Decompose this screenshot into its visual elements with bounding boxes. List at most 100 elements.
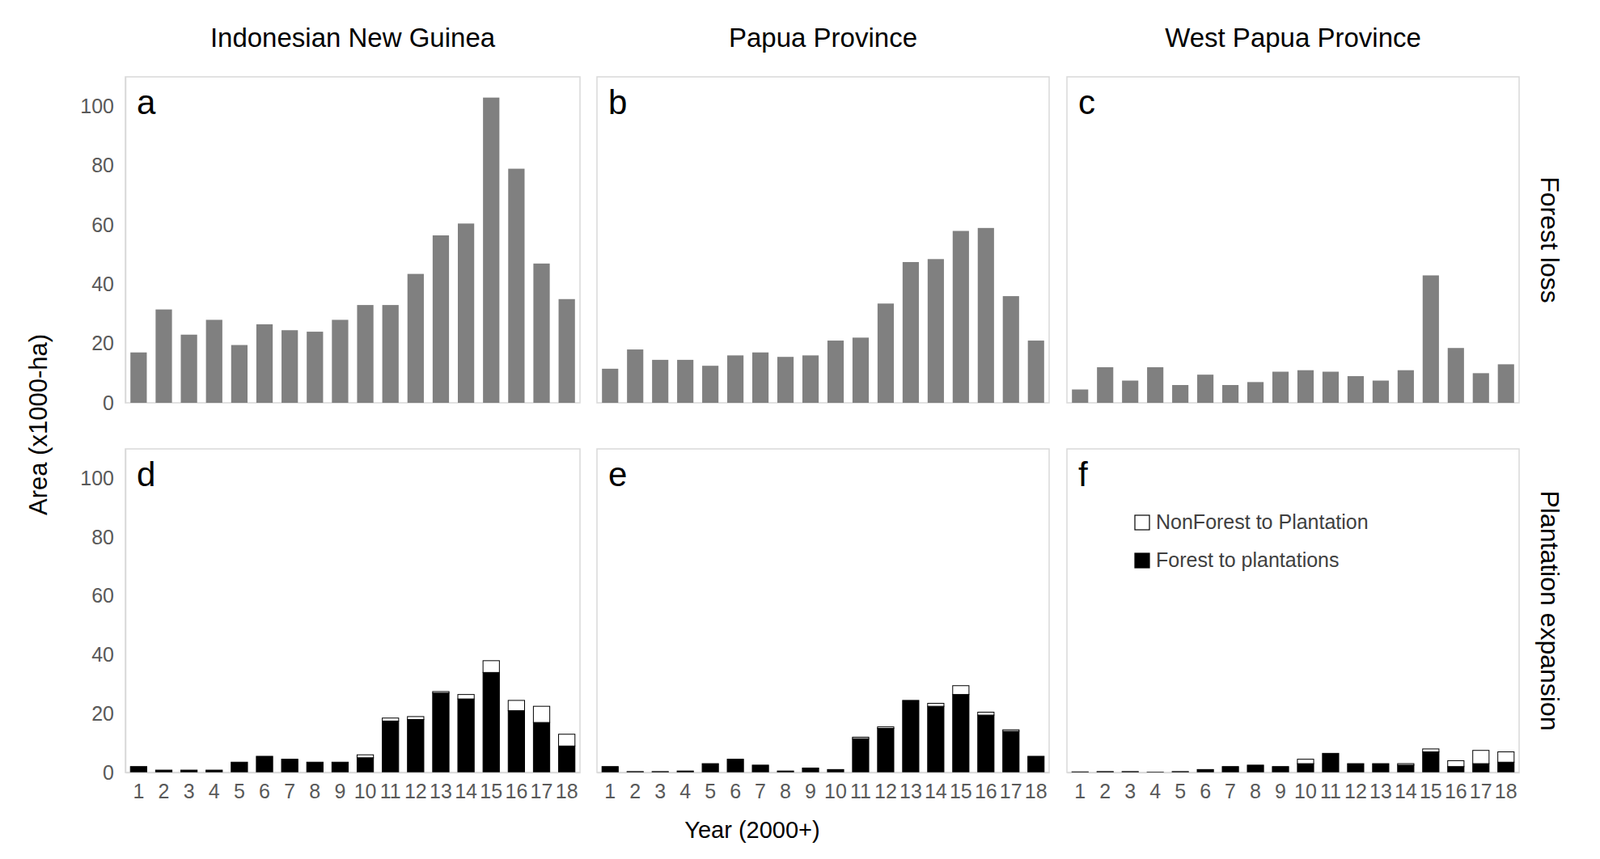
x-tick-label: 7 [754,779,767,803]
bar [977,228,995,403]
x-tick: 3 [654,772,666,803]
bar [1297,370,1314,403]
bar-segment [130,766,147,773]
x-tick: 11 [850,772,872,803]
bar-segment [902,700,919,773]
x-tick: 1 [132,772,144,803]
x-tick: 2 [629,772,641,803]
bar [1473,372,1490,403]
row-label: Forest loss [1535,176,1565,303]
x-tick: 4 [208,772,221,803]
x-tick-label: 18 [1494,779,1518,803]
bar-segment [852,738,869,773]
x-tick-label: 14 [1394,779,1418,803]
bar [877,303,894,403]
x-tick-label: 5 [1174,779,1186,803]
x-axis: 123456789101112131415161718 [1067,772,1520,803]
bar-segment [1003,729,1020,732]
bar-segment [1272,766,1289,767]
x-tick: 5 [704,772,716,803]
x-tick-label: 14 [454,779,478,803]
x-tick-label: 8 [1249,779,1262,803]
x-tick: 18 [1024,772,1048,803]
panel-label: d [136,455,156,494]
y-tick-label: 0 [102,391,115,415]
bar-segment [1498,761,1515,773]
x-tick: 9 [804,772,817,803]
y-tick: 100 [80,466,126,490]
bar-segment [1121,770,1139,772]
x-tick-label: 17 [1469,779,1493,803]
x-tick-label: 14 [924,779,948,803]
bar [281,330,298,403]
x-tick: 6 [258,772,271,803]
y-tick-label: 60 [91,584,115,607]
bar [1347,376,1364,403]
x-tick-label: 17 [999,779,1023,803]
bar [432,235,449,403]
bar [130,352,147,403]
bar-segment [677,770,694,772]
bars [1071,749,1515,773]
legend: NonForest to PlantationForest to plantat… [1134,510,1369,572]
y-axis: 020406080100 [80,449,126,784]
bar-segment [877,727,894,729]
bar-segment [827,769,844,773]
bar-segment [1322,753,1339,754]
x-tick: 12 [404,772,428,803]
bar [507,169,525,403]
x-tick-label: 6 [1199,779,1211,803]
bars [601,685,1045,773]
x-axis-line [126,772,581,775]
x-tick: 8 [308,772,321,803]
bar-segment [677,770,694,773]
bar-segment [331,761,348,773]
x-tick-label: 15 [949,779,973,803]
y-axis-title: Area (x1000-ha) [24,334,53,516]
bar-segment [256,756,273,773]
bar-segment [1222,766,1239,767]
y-axis-line [125,449,127,774]
x-tick-label: 2 [1099,779,1111,803]
x-tick: 3 [1124,772,1136,803]
bar-segment [432,691,449,694]
bar-segment [977,715,995,773]
bar-segment [533,722,550,773]
x-tick-label: 4 [1149,779,1161,803]
bar-segment [702,763,719,765]
legend-label: NonForest to Plantation [1155,510,1369,534]
bar [952,231,970,403]
x-tick-label: 10 [1294,779,1317,803]
bar [651,359,669,403]
x-tick: 2 [1099,772,1111,803]
panel-label: b [608,83,627,122]
bar [626,349,644,403]
x-tick: 1 [604,772,616,803]
bar [1272,372,1289,403]
bar-segment [432,693,449,773]
x-tick-label: 16 [504,779,528,803]
row-label: Plantation expansion [1535,490,1565,731]
x-tick-label: 6 [729,779,741,803]
bar [1071,389,1088,403]
bars [130,97,576,403]
bar [1447,347,1465,403]
y-tick: 20 [91,702,126,725]
x-tick: 15 [479,772,503,803]
bar-segment [407,716,424,720]
x-tick-label: 11 [380,779,402,803]
bar-segment [231,761,248,773]
bar [752,352,769,403]
bar-segment [1422,749,1440,753]
bar [356,304,373,403]
bar [677,359,694,403]
x-axis-line [597,772,1050,775]
x-tick: 17 [999,772,1023,803]
x-tick-label: 10 [824,779,847,803]
bar-segment [752,764,769,766]
panel: 123456789101112131415161718e [596,448,1050,803]
y-tick-label: 80 [91,525,115,549]
x-tick: 16 [504,772,528,803]
x-tick: 14 [454,772,478,803]
x-tick: 7 [1224,772,1236,803]
